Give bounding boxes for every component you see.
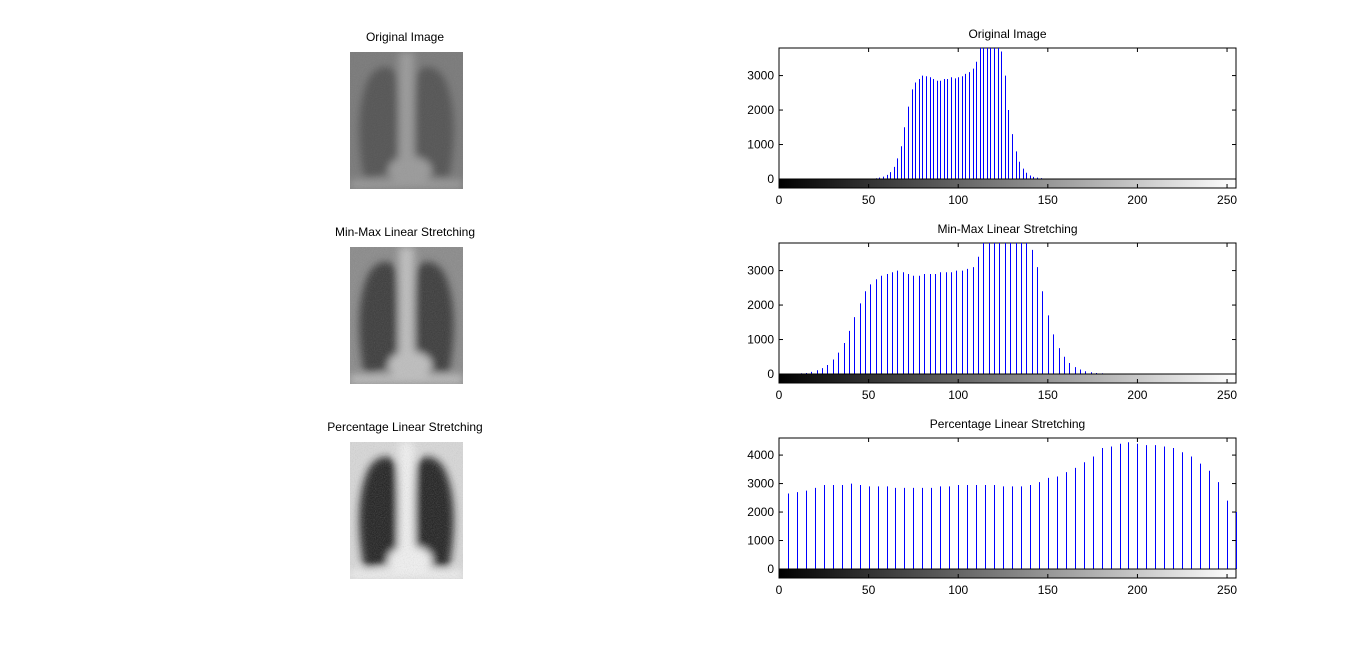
y-tick-label: 0 xyxy=(767,562,774,576)
x-tick-label: 250 xyxy=(1217,193,1237,207)
xray-drawing xyxy=(350,442,463,579)
x-tick-label: 100 xyxy=(948,193,968,207)
chart-title: Original Image xyxy=(968,27,1046,41)
y-tick-label: 0 xyxy=(767,172,774,186)
y-tick-label: 2000 xyxy=(747,298,774,312)
histogram-original: Original Image 0 1000 2000 3000 0 50 100 150 200 2… xyxy=(747,27,1237,207)
x-tick-label: 150 xyxy=(1038,583,1058,597)
image-title-minmax: Min-Max Linear Stretching xyxy=(334,225,476,239)
histogram-percentage: Percentage Linear Stretching010002000300… xyxy=(747,417,1237,597)
histogram-minmax: Min-Max Linear Stretching 0 1000 2000 3000 0 5… xyxy=(747,222,1237,402)
x-tick-label: 50 xyxy=(862,583,876,597)
xray-percentage xyxy=(350,442,463,579)
image-title-original: Original Image xyxy=(365,30,445,44)
y-tick-label: 0 xyxy=(767,367,774,381)
x-tick-label: 100 xyxy=(948,388,968,402)
x-tick-label: 0 xyxy=(776,583,783,597)
x-tick-label: 200 xyxy=(1127,583,1147,597)
x-tick-label: 100 xyxy=(948,583,968,597)
grayscale-colorbar xyxy=(778,568,1237,579)
x-tick-label: 50 xyxy=(862,193,876,207)
x-tick-label: 250 xyxy=(1217,583,1237,597)
xray-original xyxy=(350,52,463,189)
x-tick-label: 150 xyxy=(1038,388,1058,402)
chart-title: Percentage Linear Stretching xyxy=(930,417,1085,431)
y-tick-label: 4000 xyxy=(747,448,774,462)
grayscale-colorbar xyxy=(778,373,1237,384)
chart-title: Min-Max Linear Stretching xyxy=(937,222,1077,236)
plot-area xyxy=(778,242,1237,384)
xray-minmax xyxy=(350,247,463,384)
y-tick-label: 1000 xyxy=(747,534,774,548)
y-tick-label: 3000 xyxy=(747,264,774,278)
x-tick-label: 150 xyxy=(1038,193,1058,207)
image-title-percentage: Percentage Linear Stretching xyxy=(327,420,483,434)
y-tick-label: 3000 xyxy=(747,69,774,83)
x-tick-label: 0 xyxy=(776,193,783,207)
xray-drawing xyxy=(350,52,463,189)
y-tick-label: 3000 xyxy=(747,477,774,491)
x-tick-label: 200 xyxy=(1127,193,1147,207)
xray-drawing xyxy=(350,247,463,384)
x-tick-label: 0 xyxy=(776,388,783,402)
y-tick-label: 2000 xyxy=(747,505,774,519)
x-tick-label: 250 xyxy=(1217,388,1237,402)
x-tick-label: 200 xyxy=(1127,388,1147,402)
plot-area xyxy=(778,437,1237,579)
x-tick-label: 50 xyxy=(862,388,876,402)
grayscale-colorbar xyxy=(778,178,1237,189)
plot-area xyxy=(778,47,1237,189)
y-tick-label: 2000 xyxy=(747,103,774,117)
y-tick-label: 1000 xyxy=(747,333,774,347)
y-tick-label: 1000 xyxy=(747,138,774,152)
